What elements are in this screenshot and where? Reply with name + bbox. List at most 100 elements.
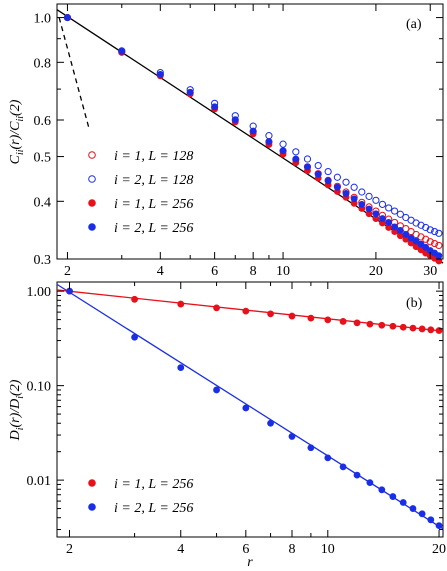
panel-a-legend: i = 1, L = 128 i = 2, L = 128 i = 1, L = 2… <box>88 149 193 236</box>
panel-b-legend-label: i = 1, L = 256 <box>114 477 193 492</box>
panel-a-legend-marker <box>88 151 96 159</box>
panel-a-series-2-point <box>265 132 273 140</box>
panel-b-legend-marker <box>88 479 96 487</box>
panel-b-frame <box>56 281 444 538</box>
panel-a-x-tick-label: 20 <box>369 264 383 279</box>
panel-b-series-2-point <box>427 516 435 524</box>
panel-a-series-4-point <box>279 147 287 155</box>
panel-a-series-4-point <box>379 215 386 222</box>
panel-b-x-axis-label: r <box>247 555 253 570</box>
panel-b-series-1-point <box>242 307 250 315</box>
panel-a-series-2-point <box>378 200 387 208</box>
panel-a-legend-label: i = 2, L = 128 <box>114 173 193 188</box>
panel-a-series-2-point <box>365 192 373 200</box>
panel-b-x-ticks: 2 4 6 8 10 20 <box>66 282 446 557</box>
panel-a-series-4-point <box>422 243 430 251</box>
panel-b-series-1-point <box>307 314 315 322</box>
panel-a-series-4-point <box>265 138 273 145</box>
panel-b-series-2-point <box>366 479 374 487</box>
panel-a-series-2-point <box>422 223 430 232</box>
panel-b-x-tick-label: 6 <box>242 542 249 557</box>
panel-b-x-tick-label: 8 <box>288 542 295 557</box>
panel-a-y-tick-label: 0.4 <box>34 195 52 210</box>
panel-a-series-1-point <box>431 239 439 248</box>
panel-a: 2 4 6 8 10 20 30 0.3 0.4 0.5 0.6 0.8 1.0 (a) Cii(r)… <box>8 3 444 279</box>
panel-a-series-4-point <box>365 205 373 213</box>
panel-b-y-tick-label: 0.01 <box>27 474 52 489</box>
panel-a-series-1-point <box>435 241 443 250</box>
panel-a-y-ticks: 0.3 0.4 0.5 0.6 0.8 1.0 <box>34 12 443 268</box>
panel-b-series-1-point <box>409 324 417 332</box>
panel-a-x-tick-label: 2 <box>64 264 71 279</box>
panel-a-series-2-point <box>431 227 439 236</box>
panel-a-series-4-point <box>396 226 404 234</box>
panel-a-y-axis-label: Cii(r)/Cii(2) <box>8 99 26 164</box>
panel-a-y-tick-label: 0.6 <box>34 114 52 129</box>
panel-b-series-2-point <box>242 404 250 412</box>
panel-a-legend-label: i = 1, L = 256 <box>114 197 193 212</box>
panel-a-series-4-point <box>118 47 126 55</box>
panel-b-series-2-point <box>353 471 361 479</box>
panel-a-series-4-point <box>350 195 358 203</box>
panel-a-series-4-point <box>333 183 341 191</box>
panel-b-series-2-point <box>307 444 315 452</box>
panel-a-series-2-point <box>391 207 399 215</box>
panel-b-y-tick-label: 1.00 <box>27 285 52 300</box>
panel-b-series-1-point <box>267 310 274 318</box>
panel-b-series-1-point <box>213 304 220 312</box>
panel-b-y-axis-label: Di(r)/Di(2) <box>8 379 26 441</box>
panel-a-x-ticks: 2 4 6 8 10 20 30 <box>64 4 437 279</box>
panel-b-x-tick-label: 4 <box>177 542 184 557</box>
panel-a-series-2-point <box>426 226 434 234</box>
panel-a-x-tick-label: 10 <box>276 264 290 279</box>
panel-b-legend: i = 1, L = 256 i = 2, L = 256 <box>88 477 193 516</box>
panel-a-x-tick-label: 8 <box>250 264 257 279</box>
panel-b-series-2-point <box>435 522 443 530</box>
panel-b-series-1-point <box>324 316 332 324</box>
panel-a-series-2-point <box>435 229 443 237</box>
panel-a-series-4-point <box>64 14 71 21</box>
panel-b-series-2-point <box>378 486 386 494</box>
panel-b-series-2-point <box>177 364 185 372</box>
panel-a-y-tick-label: 0.3 <box>34 253 52 268</box>
panel-a-series-4-point <box>358 200 366 208</box>
panel-a-y-tick-label: 1.0 <box>34 12 52 27</box>
panel-b-series-2-point <box>418 510 426 518</box>
panel-a-series-2-point <box>303 155 312 163</box>
panel-a-series-2-point <box>324 167 332 176</box>
panel-b-tag: (b) <box>406 296 423 311</box>
panel-b-y-tick-label: 0.10 <box>27 380 52 395</box>
panel-b: 2 4 6 8 10 20 0.010.101.00 (b) Di(r)/Di(2) r … <box>8 281 446 570</box>
panel-a-series-4-point <box>372 210 380 218</box>
panel-b-series-1-point <box>177 300 185 308</box>
panel-a-series-2-point <box>292 148 300 156</box>
panel-b-series-2-point <box>399 499 407 506</box>
panel-a-legend-label: i = 1, L = 128 <box>114 149 193 164</box>
panel-b-series-2-point <box>267 419 274 427</box>
panel-a-series-4-point <box>402 231 410 238</box>
panel-b-series-1-point <box>378 321 386 329</box>
panel-a-tag: (a) <box>406 17 422 32</box>
panel-a-series-2-point <box>385 204 393 212</box>
panel-a-legend-marker <box>88 175 96 183</box>
panel-a-legend-marker <box>88 223 96 231</box>
panel-a-series-2-point <box>279 140 287 148</box>
panel-a-y-tick-label: 0.8 <box>34 56 52 71</box>
panel-a-series-4-point <box>211 103 219 111</box>
panel-b-line-2 <box>56 283 444 530</box>
panel-a-y-tick-label: 0.5 <box>34 151 52 166</box>
panel-a-series-2-point <box>396 210 404 218</box>
panel-a-series-4-point <box>304 163 311 171</box>
panel-b-series-2-point <box>389 493 397 500</box>
panel-a-line-2 <box>58 17 90 129</box>
panel-b-y-ticks: 0.01 0.10 1.00 <box>27 285 443 531</box>
panel-a-legend-marker <box>88 199 96 207</box>
panel-a-x-tick-label: 30 <box>423 264 437 279</box>
panel-b-series-2-point <box>339 463 347 471</box>
panel-b-x-tick-label: 2 <box>66 542 73 557</box>
panel-a-frame <box>56 3 444 260</box>
panel-b-series-1-point <box>427 326 435 334</box>
panel-b-series-1-point <box>399 323 407 331</box>
panel-a-series-4-point <box>412 237 420 245</box>
